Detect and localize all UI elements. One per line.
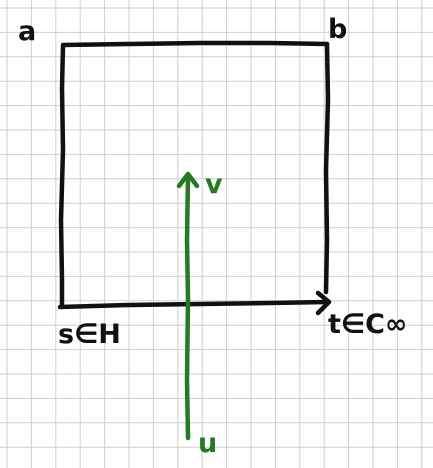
label-bottom-left: s∈H	[58, 319, 121, 350]
square-bottom-arrow	[57, 299, 330, 310]
label-green-top: v	[205, 169, 223, 200]
square-right-edge	[323, 41, 331, 295]
square-left-edge	[58, 43, 66, 310]
green-arrowhead	[176, 171, 200, 189]
green-vertical-arrow	[184, 173, 191, 441]
label-bottom-right: t∈C∞	[328, 309, 407, 340]
square-top-edge	[60, 40, 330, 48]
bottom-arrowhead	[315, 290, 332, 316]
label-green-bottom: u	[198, 428, 217, 459]
label-top-left: a	[18, 16, 36, 47]
label-top-right: b	[328, 14, 347, 45]
